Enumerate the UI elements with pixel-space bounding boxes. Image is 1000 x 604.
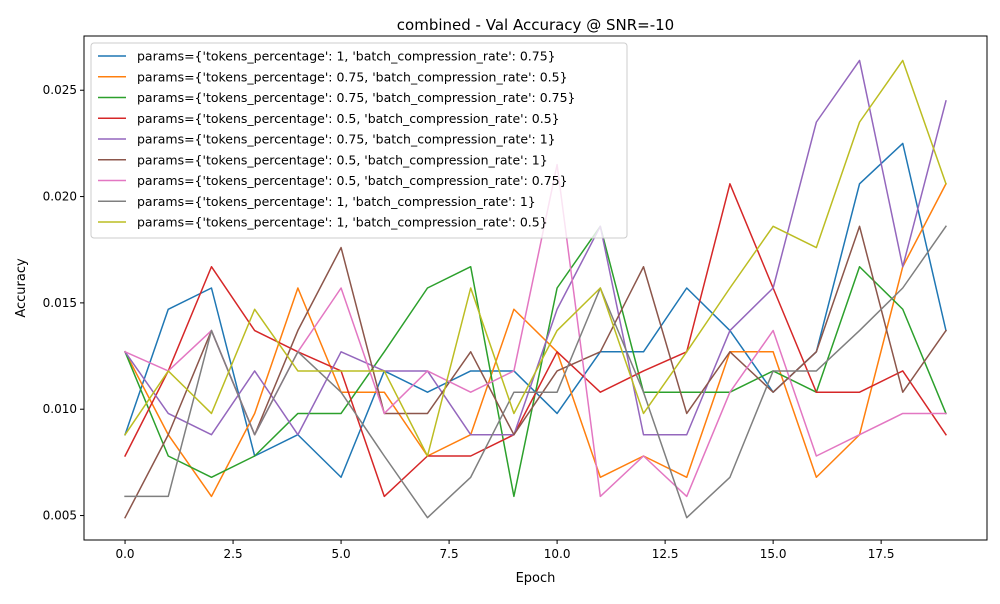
y-axis-ticks: 0.005 0.010 0.015 0.020 0.025 [43, 83, 84, 523]
chart-title: combined - Val Accuracy @ SNR=-10 [397, 16, 674, 34]
legend-label-9: params={'tokens_percentage': 1, 'batch_c… [137, 215, 548, 230]
series-lines [124, 59, 947, 519]
legend-label-5: params={'tokens_percentage': 0.75, 'batc… [137, 132, 556, 147]
legend-label-4: params={'tokens_percentage': 0.5, 'batch… [137, 111, 560, 126]
y-tick-label: 0.005 [43, 509, 77, 523]
x-tick-label: 10.0 [544, 547, 571, 561]
x-tick-label: 12.5 [652, 547, 679, 561]
series-line-9 [124, 59, 947, 457]
series-line-6 [124, 225, 947, 519]
x-tick-label: 0.0 [115, 547, 134, 561]
x-axis-label: Epoch [516, 571, 556, 586]
legend-label-7: params={'tokens_percentage': 0.5, 'batch… [137, 173, 568, 188]
legend-label-3: params={'tokens_percentage': 0.75, 'batc… [137, 90, 576, 105]
y-tick-label: 0.025 [43, 83, 77, 97]
legend-label-1: params={'tokens_percentage': 1, 'batch_c… [137, 49, 556, 64]
plot-area-frame [83, 35, 988, 541]
series-line-8 [124, 225, 947, 519]
y-tick-label: 0.020 [43, 190, 77, 204]
x-tick-label: 7.5 [440, 547, 459, 561]
x-tick-label: 17.5 [868, 547, 895, 561]
y-axis-label: Accuracy [14, 258, 29, 318]
legend-label-8: params={'tokens_percentage': 1, 'batch_c… [137, 194, 536, 209]
x-tick-label: 15.0 [760, 547, 787, 561]
legend: params={'tokens_percentage': 1, 'batch_c… [90, 42, 628, 239]
x-tick-label: 5.0 [332, 547, 351, 561]
legend-label-2: params={'tokens_percentage': 0.75, 'batc… [137, 69, 568, 84]
y-tick-label: 0.015 [43, 296, 77, 310]
legend-label-6: params={'tokens_percentage': 0.5, 'batch… [137, 152, 548, 167]
series-line-4 [124, 183, 947, 498]
legend-box [90, 42, 628, 239]
x-axis-ticks: 0.0 2.5 5.0 7.5 10.0 12.5 15.0 17.5 [115, 540, 895, 561]
series-line-2 [124, 182, 947, 498]
y-tick-label: 0.010 [43, 402, 77, 416]
x-tick-label: 2.5 [224, 547, 243, 561]
